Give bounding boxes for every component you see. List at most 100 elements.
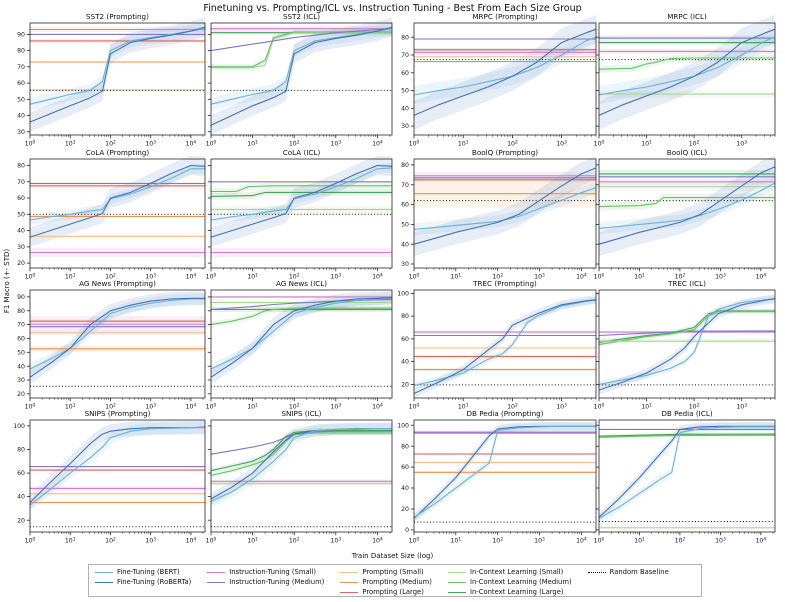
subplot-dbpedia-prompting: 100 101 102 103 104 0 20 40 60 80 100 DB Pedia (Pro… [397,409,597,545]
svg-text:60: 60 [401,70,409,77]
svg-text:40: 40 [17,494,25,501]
svg-text:80: 80 [17,308,25,315]
subplot-cola-prompting: 100 101 102 103 104 20 30 40 50 60 70 80 CoLA (Promp… [17,148,206,281]
svg-text:100: 100 [25,139,36,147]
svg-text:SST2 (ICL): SST2 (ICL) [283,12,320,21]
subplot-canvas-boolq-prompting: 100 101 102 103 104 30 40 50 60 70 80 BoolQ (Prompt… [401,148,597,281]
svg-text:BoolQ (ICL): BoolQ (ICL) [667,148,708,157]
legend: Fine-Tuning (BERT) Fine-Tuning (RoBERTa) I… [88,564,702,597]
svg-text:102: 102 [289,536,300,544]
subplot-canvas-sst2-icl: 100 101 102 103 104 SST2 (ICL) [206,12,393,148]
svg-text:60: 60 [401,202,409,209]
svg-text:20: 20 [401,382,409,389]
subplot-snips-prompting: 100 101 102 103 104 20 40 60 80 100 SNIPS (Prompti… [13,409,206,545]
svg-text:100: 100 [409,272,420,280]
svg-text:102: 102 [507,402,518,410]
svg-text:AG News (ICL): AG News (ICL) [276,279,327,288]
svg-text:40: 40 [17,113,25,120]
svg-text:102: 102 [289,139,300,147]
svg-text:60: 60 [17,470,25,477]
svg-text:100: 100 [25,402,36,410]
svg-text:101: 101 [247,139,258,147]
svg-text:100: 100 [409,402,420,410]
svg-text:103: 103 [556,402,567,410]
subplot-mrpc-icl: 100 101 102 103 MRPC (ICL) [594,12,776,148]
legend-label: Prompting (Large) [362,588,424,596]
legend-swatch-icl_medium [447,581,466,583]
svg-text:103: 103 [534,272,545,280]
svg-text:CoLA (ICL): CoLA (ICL) [283,148,321,157]
svg-text:BoolQ (Prompting): BoolQ (Prompting) [472,148,538,157]
svg-text:103: 103 [715,272,726,280]
subplot-sst2-icl: 100 101 102 103 104 SST2 (ICL) [206,12,393,148]
x-axis-label: Train Dataset Size (log) [351,552,434,560]
svg-text:20: 20 [401,506,409,513]
svg-text:80: 80 [17,447,25,454]
svg-text:60: 60 [17,195,25,202]
svg-text:102: 102 [289,402,300,410]
svg-text:90: 90 [17,294,25,301]
svg-text:30: 30 [17,129,25,136]
svg-text:70: 70 [17,322,25,329]
svg-text:80: 80 [401,162,409,169]
svg-text:100: 100 [397,291,409,298]
legend-label: Instruction-Tuning (Medium) [229,578,325,586]
svg-text:60: 60 [401,464,409,471]
svg-text:50: 50 [401,222,409,229]
svg-text:101: 101 [65,139,76,147]
svg-text:SNIPS (Prompting): SNIPS (Prompting) [85,409,151,418]
svg-text:50: 50 [401,88,409,95]
svg-text:100: 100 [409,139,420,147]
svg-text:104: 104 [755,272,766,280]
svg-text:102: 102 [689,402,700,410]
subplot-cola-icl: 100 101 102 103 104 CoLA (ICL) [206,148,393,281]
legend-entry-icl_large: In-Context Learning (Large) [447,588,572,596]
svg-text:30: 30 [17,244,25,251]
svg-text:102: 102 [675,272,686,280]
legend-entry-it_medium: Instruction-Tuning (Medium) [207,578,324,586]
legend-swatch-it_medium [207,581,226,583]
svg-text:70: 70 [17,179,25,186]
legend-swatch-ft_roberta [95,581,113,583]
svg-text:103: 103 [736,139,747,147]
subplot-canvas-sst2-prompting: 100 101 102 103 104 30 40 50 60 70 80 90 SST2 (Promp… [17,12,206,148]
svg-text:DB Pedia (ICL): DB Pedia (ICL) [661,409,712,418]
svg-text:101: 101 [641,402,652,410]
svg-text:101: 101 [634,272,645,280]
svg-text:100: 100 [594,536,605,544]
svg-text:40: 40 [401,105,409,112]
svg-text:70: 70 [401,52,409,59]
svg-text:80: 80 [401,34,409,41]
svg-text:104: 104 [186,139,197,147]
svg-text:60: 60 [401,336,409,343]
legend-swatch-p_small [340,571,359,573]
legend-entry-ft_roberta: Fine-Tuning (RoBERTa) [95,578,191,586]
svg-text:DB Pedia (Prompting): DB Pedia (Prompting) [466,409,543,418]
svg-text:101: 101 [634,536,645,544]
svg-text:101: 101 [458,139,469,147]
svg-text:100: 100 [25,272,36,280]
svg-text:40: 40 [17,228,25,235]
svg-text:101: 101 [65,536,76,544]
subplot-canvas-agnews-icl: 100 101 102 103 104 AG News (ICL) [206,279,393,411]
legend-swatch-baseline [587,571,606,573]
svg-text:70: 70 [401,182,409,189]
svg-text:40: 40 [401,359,409,366]
svg-text:101: 101 [65,272,76,280]
svg-text:100: 100 [594,272,605,280]
subplot-boolq-icl: 100 101 102 103 104 BoolQ (ICL) [594,148,776,281]
subplot-agnews-prompting: 100 101 102 103 104 20 30 40 50 60 70 80 90 AG News (… [17,279,206,411]
legend-entry-p_small: Prompting (Small) [340,568,432,576]
legend-column: Random Baseline [587,568,669,576]
svg-text:50: 50 [17,96,25,103]
svg-text:103: 103 [145,402,156,410]
legend-swatch-ft_bert [95,571,113,573]
subplot-canvas-mrpc-icl: 100 101 102 103 MRPC (ICL) [594,12,776,148]
subplot-canvas-boolq-icl: 100 101 102 103 104 BoolQ (ICL) [594,148,776,281]
svg-text:103: 103 [330,536,341,544]
svg-text:100: 100 [594,402,605,410]
svg-text:101: 101 [247,536,258,544]
svg-text:102: 102 [105,536,116,544]
svg-text:104: 104 [372,139,383,147]
svg-text:101: 101 [247,402,258,410]
